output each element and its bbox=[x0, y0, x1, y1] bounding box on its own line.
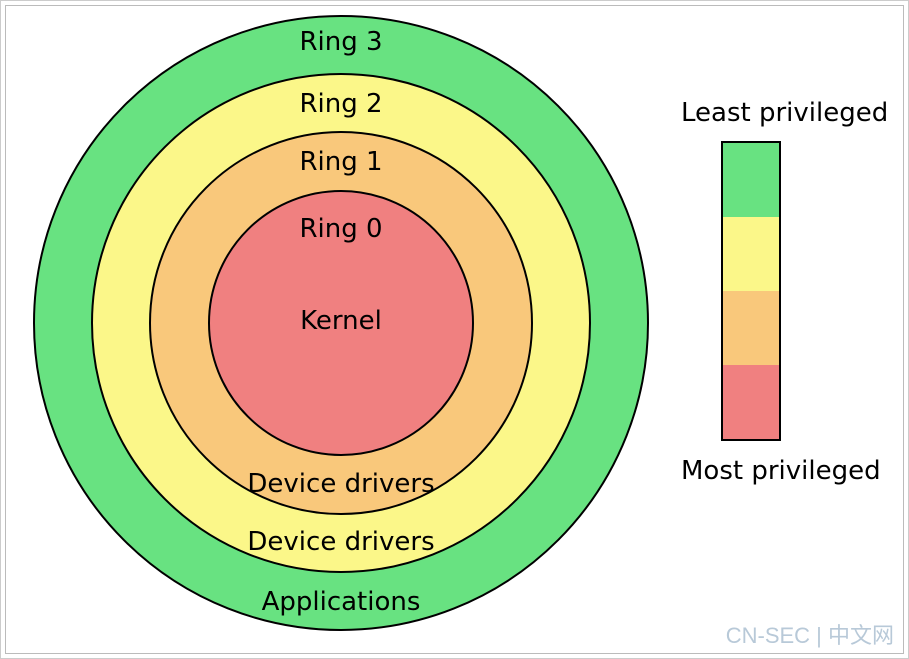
ring-sublabel: Device drivers bbox=[247, 469, 434, 499]
legend-swatch-1 bbox=[723, 217, 779, 291]
protection-ring-diagram: Ring 3 Applications Ring 2 Device drivers Ri… bbox=[31, 13, 651, 633]
ring-sublabel: Device drivers bbox=[247, 527, 434, 557]
legend-top-label: Least privileged bbox=[681, 98, 888, 128]
ring-label: Ring 1 bbox=[299, 147, 382, 177]
legend-swatch-0 bbox=[723, 143, 779, 217]
ring-label: Ring 0 bbox=[299, 214, 382, 244]
ring-label: Ring 3 bbox=[299, 27, 382, 57]
legend-color-bar bbox=[721, 141, 781, 441]
ring-label: Ring 2 bbox=[299, 89, 382, 119]
ring-sublabel: Applications bbox=[262, 587, 421, 617]
legend-swatch-3 bbox=[723, 365, 779, 439]
legend-bottom-label: Most privileged bbox=[681, 456, 881, 486]
legend-swatch-2 bbox=[723, 291, 779, 365]
ring-sublabel: Kernel bbox=[300, 306, 382, 336]
ring-0: Ring 0 Kernel bbox=[208, 190, 474, 456]
watermark-text: CN-SEC | 中文网 bbox=[726, 618, 894, 650]
